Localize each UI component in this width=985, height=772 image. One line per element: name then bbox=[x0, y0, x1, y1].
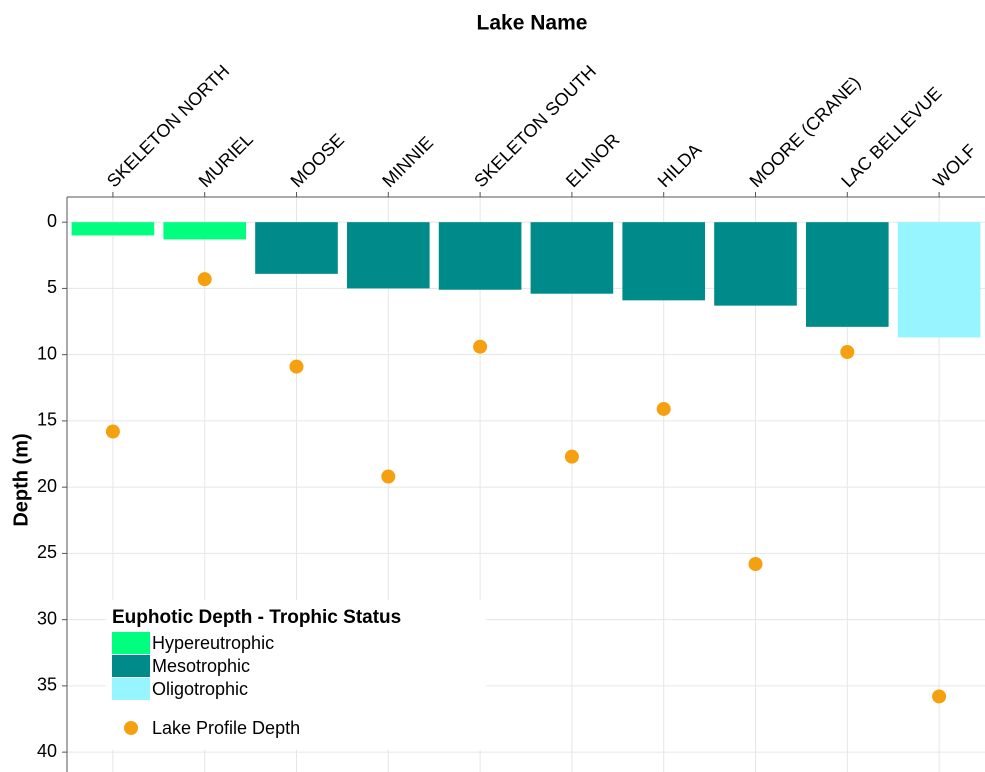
legend-title: Euphotic Depth - Trophic Status bbox=[112, 607, 401, 628]
bar bbox=[897, 222, 981, 338]
bar bbox=[255, 222, 338, 274]
point bbox=[473, 339, 488, 354]
point bbox=[105, 424, 120, 439]
bar bbox=[346, 222, 430, 289]
y-axis-title: Depth (m) bbox=[10, 433, 32, 526]
bar bbox=[438, 222, 522, 290]
x-tick-label: MURIEL bbox=[195, 129, 257, 191]
x-tick-label: LAC BELLEVUE bbox=[837, 83, 945, 191]
y-tick-label: 20 bbox=[37, 476, 57, 496]
x-tick-label: MINNIE bbox=[378, 132, 437, 191]
x-tick-label: MOOSE bbox=[287, 130, 349, 192]
legend-swatch bbox=[112, 678, 150, 700]
x-tick-label: HILDA bbox=[654, 140, 706, 192]
point bbox=[840, 345, 855, 360]
x-axis-title: Lake Name bbox=[477, 12, 588, 35]
y-tick-label: 35 bbox=[37, 675, 57, 695]
point bbox=[381, 469, 396, 484]
bar bbox=[714, 222, 797, 306]
point bbox=[932, 689, 947, 704]
y-tick-label: 15 bbox=[37, 410, 57, 430]
bar bbox=[805, 222, 889, 327]
legend-swatch bbox=[112, 632, 150, 654]
point bbox=[564, 449, 579, 464]
y-tick-label: 10 bbox=[37, 343, 57, 363]
legend-marker bbox=[124, 721, 138, 735]
point bbox=[197, 272, 212, 287]
y-tick-label: 5 bbox=[47, 277, 57, 297]
point bbox=[748, 556, 763, 571]
y-tick-label: 25 bbox=[37, 542, 57, 562]
bar bbox=[71, 222, 155, 236]
x-tick-label: WOLF bbox=[929, 140, 980, 191]
legend-label: Mesotrophic bbox=[152, 656, 250, 676]
bar bbox=[622, 222, 706, 301]
x-tick-label: ELINOR bbox=[562, 130, 624, 192]
legend-label: Hypereutrophic bbox=[152, 633, 274, 653]
y-tick-label: 30 bbox=[37, 608, 57, 628]
legend-background bbox=[106, 600, 486, 750]
y-tick-label: 0 bbox=[47, 211, 57, 231]
y-tick-label: 40 bbox=[37, 741, 57, 761]
legend-swatch bbox=[112, 655, 150, 677]
legend-label: Oligotrophic bbox=[152, 679, 248, 699]
bar bbox=[163, 222, 247, 240]
legend-label: Lake Profile Depth bbox=[152, 718, 300, 738]
point bbox=[289, 359, 304, 374]
point bbox=[656, 401, 671, 416]
bar bbox=[530, 222, 614, 294]
